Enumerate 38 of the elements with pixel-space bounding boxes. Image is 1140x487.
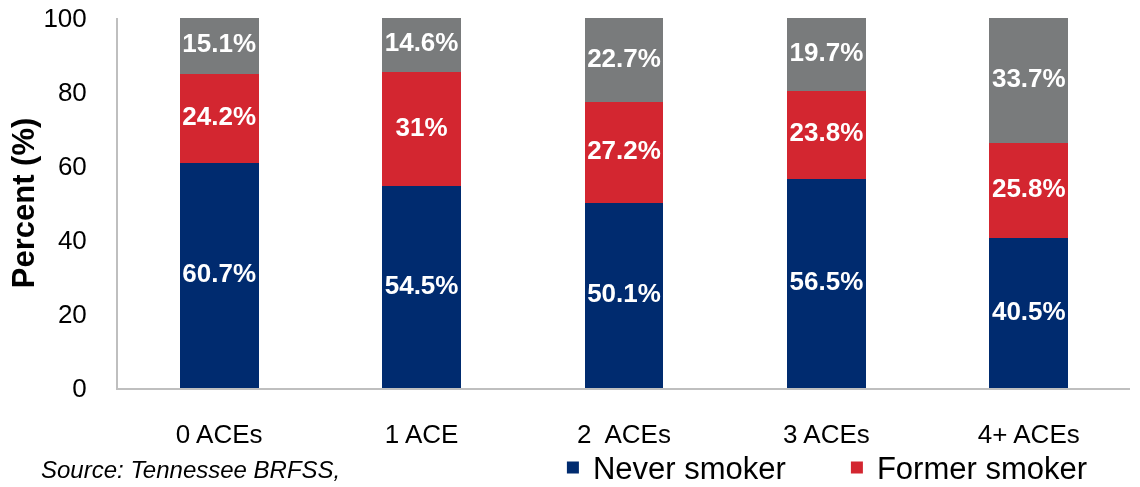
legend-label: Former smoker xyxy=(876,451,1088,487)
data-label: 25.8% xyxy=(991,172,1066,203)
x-tick-label: 0 ACEs xyxy=(175,419,263,450)
source-note: Source: Tennessee BRFSS, xyxy=(41,456,341,483)
bar xyxy=(382,186,462,388)
x-tick-label: 3 ACEs xyxy=(783,419,870,450)
data-label: 60.7% xyxy=(182,258,257,289)
y-tick-label: 40 xyxy=(57,225,87,256)
legend-label: Never smoker xyxy=(592,451,786,487)
y-tick-label: 80 xyxy=(57,77,87,108)
data-label: 54.5% xyxy=(384,269,459,300)
data-label: 33.7% xyxy=(991,62,1066,93)
data-label: 24.2% xyxy=(182,101,257,132)
data-label: 19.7% xyxy=(789,36,864,67)
bar xyxy=(989,238,1069,388)
x-tick-label: 1 ACE xyxy=(384,419,459,450)
x-tick-label: 2 ACEs xyxy=(577,419,671,450)
data-label: 23.8% xyxy=(789,117,864,148)
bar xyxy=(786,178,866,388)
data-label: 31% xyxy=(395,111,448,142)
y-tick-label: 60 xyxy=(57,151,87,182)
y-tick-label: 20 xyxy=(57,299,87,330)
data-label: 27.2% xyxy=(587,134,661,165)
bar xyxy=(584,101,664,203)
data-label: 22.7% xyxy=(587,42,661,73)
bar xyxy=(382,71,462,187)
y-tick-label: 0 xyxy=(72,373,87,404)
data-label: 56.5% xyxy=(789,265,864,296)
data-label: 14.6% xyxy=(384,27,459,58)
data-label: 15.1% xyxy=(182,28,257,59)
bar xyxy=(989,18,1069,143)
y-axis-title: Percent (%) xyxy=(5,117,41,289)
data-label: 40.5% xyxy=(991,295,1066,326)
x-tick-label: 4+ ACEs xyxy=(977,419,1080,450)
y-tick-label: 100 xyxy=(43,3,87,34)
bar xyxy=(584,202,664,388)
data-label: 50.1% xyxy=(587,277,661,308)
bar xyxy=(179,163,259,388)
